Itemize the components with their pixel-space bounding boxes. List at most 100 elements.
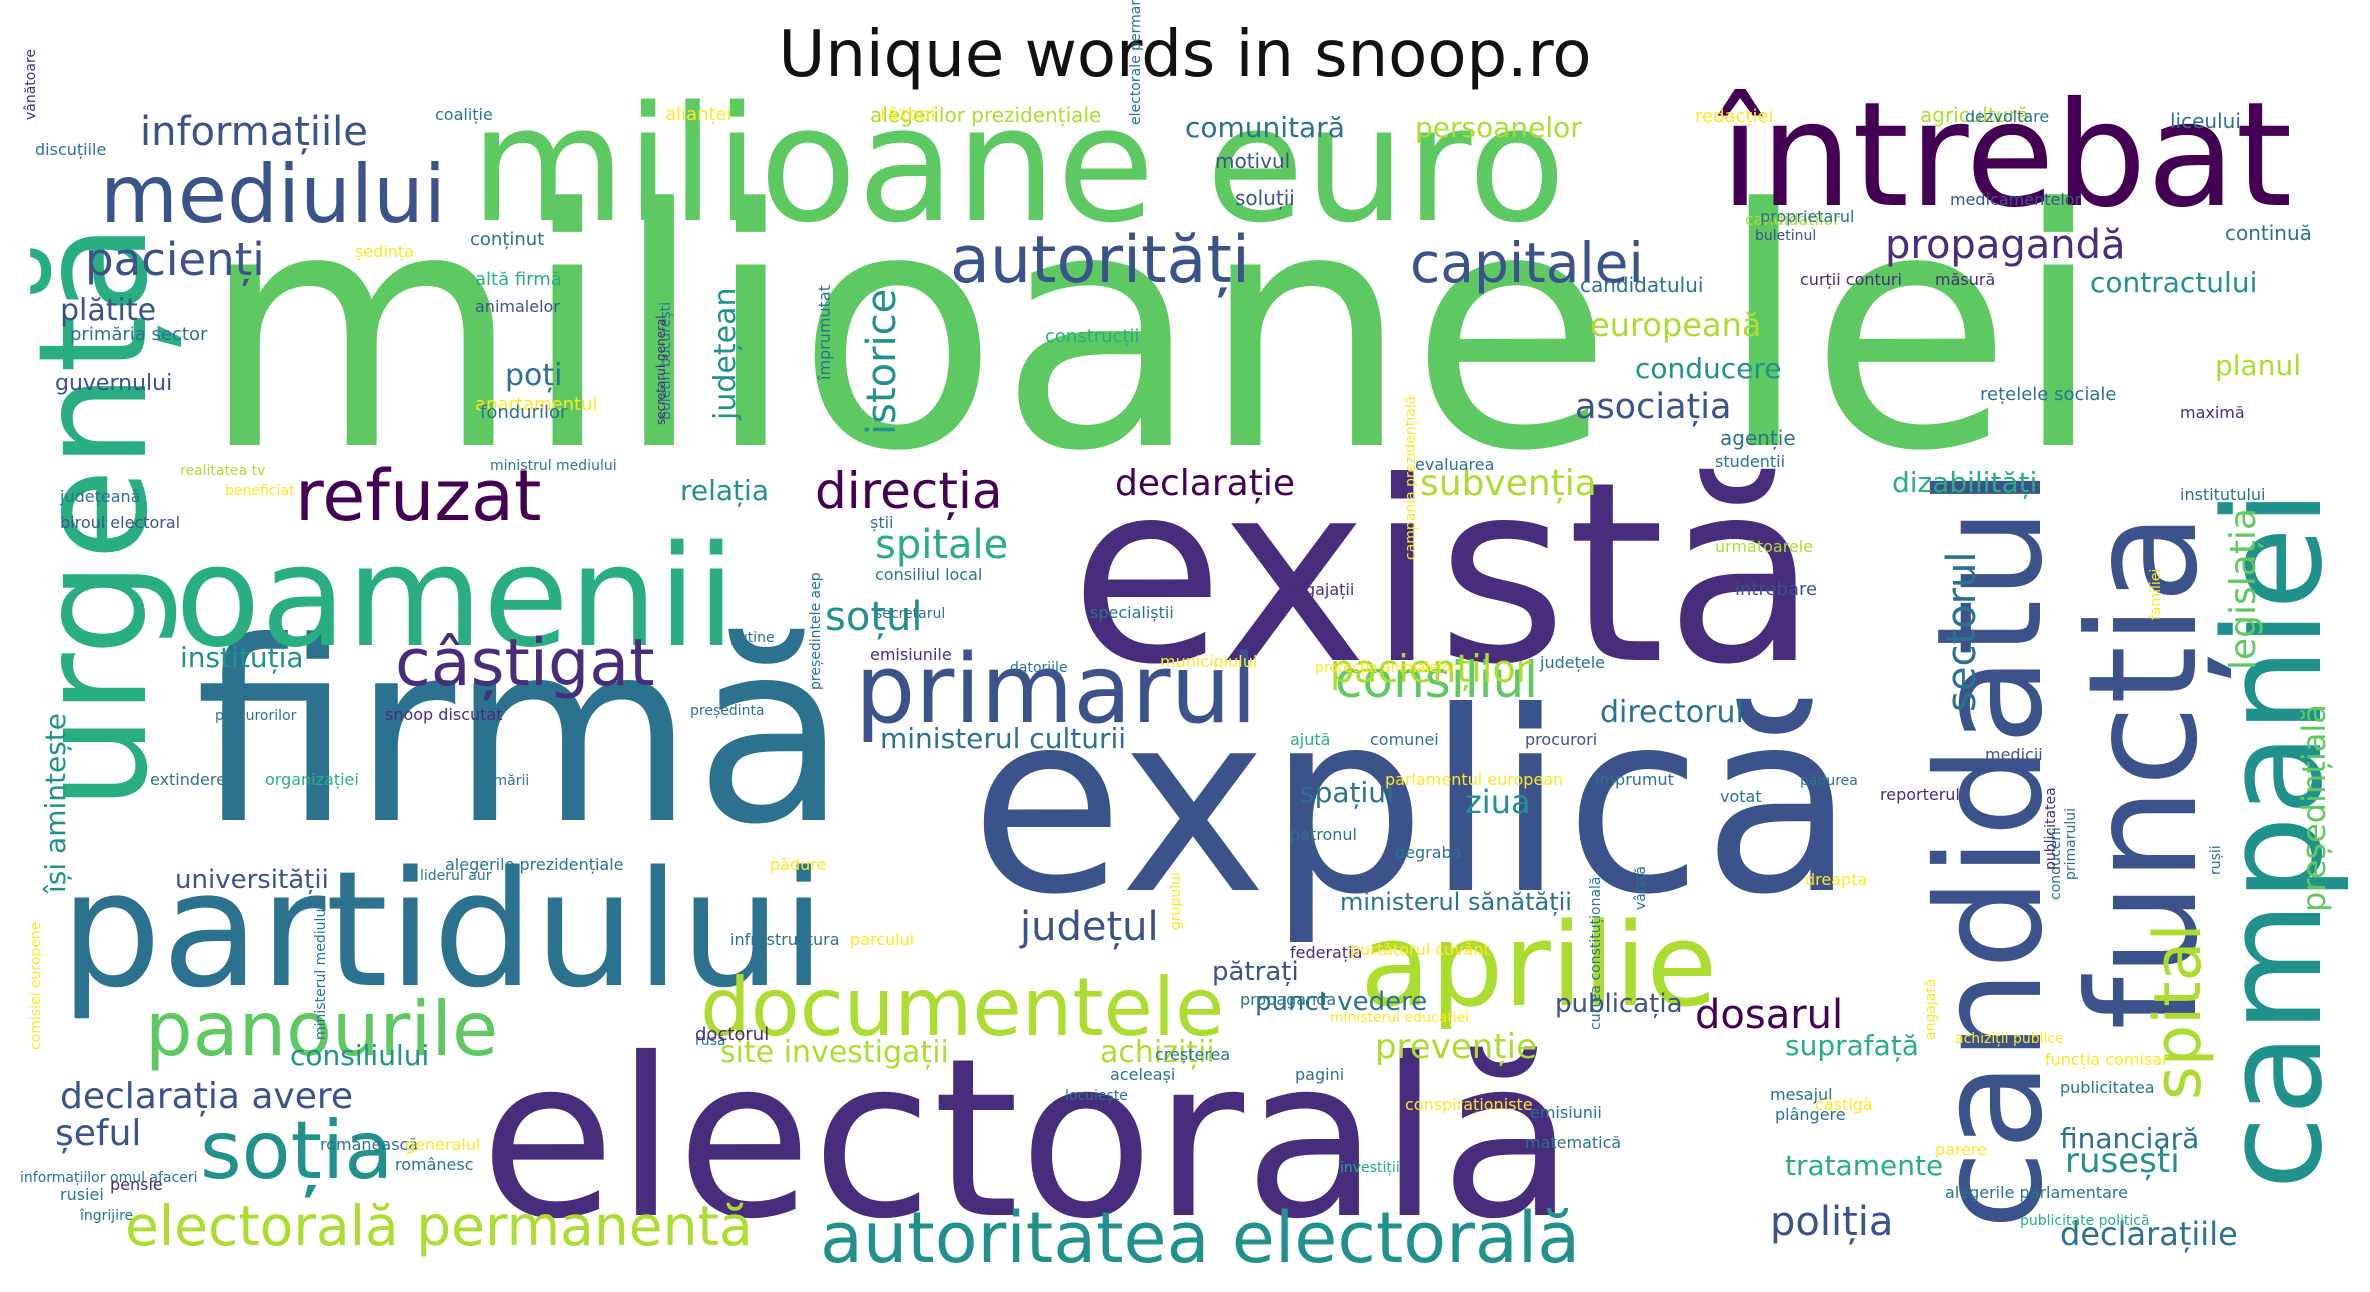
cloud-word: îngrijire	[79, 1208, 133, 1224]
cloud-word: candidatul	[1906, 467, 2075, 1230]
cloud-word: sectorul	[1939, 551, 1985, 712]
cloud-word: comisiei europene	[28, 922, 44, 1050]
cloud-word: investiții	[1340, 1160, 1400, 1176]
cloud-word: autorități	[950, 223, 1250, 298]
cloud-word: informațiilor	[20, 1170, 106, 1186]
cloud-word: conducerii	[2048, 827, 2064, 900]
cloud-word: medicii	[1985, 745, 2043, 764]
cloud-word: liceului	[2170, 109, 2241, 133]
cloud-word: ministerul culturii	[880, 722, 1126, 755]
cloud-word: alegerile prezidențiale	[445, 855, 624, 874]
cloud-word: locuiește	[1065, 1088, 1128, 1104]
cloud-word: extinderea	[150, 770, 236, 789]
cloud-word: emisiunii	[1530, 1103, 1602, 1122]
cloud-word: alianței	[665, 104, 732, 125]
cloud-word: primarul	[855, 635, 1257, 745]
cloud-word: procurori	[1525, 730, 1597, 749]
cloud-word: capitalei	[1410, 231, 1644, 295]
cloud-word: milioane lei	[200, 139, 2104, 523]
cloud-word: biroul electoral	[60, 513, 180, 532]
cloud-word: parlamentul european	[1385, 770, 1563, 789]
cloud-word: protecția animalelor	[1315, 660, 1457, 676]
cloud-word: conspiraționiste	[1405, 1095, 1533, 1114]
cloud-word: soluții	[1235, 186, 1295, 210]
cloud-word: primării	[475, 773, 529, 789]
cloud-word: votat	[1720, 787, 1762, 806]
cloud-word: tratamente	[1785, 1149, 1943, 1182]
cloud-word: puține	[730, 630, 775, 646]
cloud-word: primarului	[2063, 808, 2079, 880]
cloud-word: buletin bucurești	[658, 302, 674, 420]
cloud-word: campaniei	[2195, 489, 2352, 1190]
cloud-word: spitale	[875, 522, 1008, 568]
cloud-word: achiziții publice	[1955, 1031, 2064, 1047]
cloud-word: poliția	[1770, 1199, 1893, 1245]
cloud-word: autoritatea electorală	[820, 1197, 1580, 1279]
cloud-word: publicitatea	[2043, 787, 2059, 870]
cloud-word: dizabilități	[1892, 466, 2037, 499]
cloud-word: angajată	[1923, 979, 1939, 1040]
cloud-word: rușii	[2208, 845, 2224, 875]
cloud-word: matematică	[1525, 1133, 1621, 1152]
cloud-word: grupului	[1168, 872, 1184, 930]
cloud-word: ministerul sănătății	[1340, 888, 1572, 916]
cloud-word: fondurilor	[480, 402, 568, 423]
cloud-word: panourile	[145, 985, 498, 1073]
cloud-word: asociația	[1575, 387, 1731, 427]
cloud-word: construcții	[1045, 326, 1140, 347]
cloud-word: parcului	[850, 930, 914, 949]
cloud-word: agricultură	[1920, 103, 2029, 127]
cloud-word: publicația	[1555, 989, 1683, 1019]
cloud-word: guvernului	[55, 371, 172, 396]
cloud-word: liderul aur	[420, 868, 492, 884]
cloud-word: direcția	[815, 462, 1002, 520]
cloud-word: consiliului	[290, 1039, 429, 1072]
cloud-word: declarația avere	[60, 1076, 353, 1117]
cloud-word: ministerul mediului	[313, 905, 329, 1040]
cloud-word: purtătorul cuvânt	[1350, 940, 1490, 959]
cloud-word: emisiunile	[870, 645, 952, 664]
cloud-word: planul	[2215, 349, 2301, 382]
cloud-word: discuțiile	[35, 140, 106, 159]
cloud-word: știi	[870, 513, 894, 532]
cloud-word: agenție	[1720, 426, 1796, 450]
cloud-word: președinta	[690, 703, 765, 719]
cloud-word: câștigă	[1815, 1095, 1873, 1114]
cloud-word: președintele aep	[808, 572, 824, 690]
cloud-word: județean	[708, 288, 743, 421]
cloud-word: județele	[1539, 653, 1605, 672]
cloud-word: mediului	[100, 148, 446, 241]
cloud-word: primăria sector	[70, 324, 208, 345]
cloud-word: își amintește	[39, 713, 72, 894]
cloud-word: publicitate politică	[2020, 1213, 2150, 1229]
cloud-word: angajații	[1285, 580, 1354, 599]
cloud-word: partidului	[60, 836, 826, 1023]
cloud-word: război	[880, 104, 935, 125]
cloud-word: institutului	[2180, 485, 2266, 504]
cloud-word: dosarul	[1695, 992, 1843, 1038]
cloud-word: pagini	[1295, 1065, 1344, 1084]
cloud-word: declarațiile	[2060, 1215, 2238, 1253]
cloud-word: specialiștii	[1090, 603, 1174, 622]
cloud-word: există	[1070, 428, 1818, 719]
cloud-word: degrabă	[1395, 843, 1462, 862]
cloud-word: buletinul	[1755, 228, 1816, 244]
cloud-word: consiliul	[1335, 651, 1538, 709]
cloud-word: apartamentul	[475, 394, 597, 415]
cloud-word: spațiul	[1300, 776, 1394, 809]
cloud-word: contractului	[2090, 266, 2257, 299]
cloud-word: rusești	[2065, 1141, 2180, 1181]
cloud-word: măsură	[1935, 270, 1995, 289]
cloud-word: parere	[1935, 1140, 1987, 1159]
cloud-word: ziua	[1465, 783, 1531, 821]
cloud-word: federația	[1290, 943, 1362, 962]
cloud-word: propaganda	[1240, 990, 1336, 1009]
cloud-word: românească	[320, 1135, 418, 1154]
cloud-word: omul afaceri	[110, 1170, 197, 1186]
cloud-word: milioane euro	[470, 71, 1566, 258]
cloud-word: candidatului	[1580, 273, 1703, 297]
chart-title: Unique words in snoop.ro	[778, 18, 1592, 92]
cloud-word: redacției	[1695, 106, 1774, 127]
cloud-word: poți	[505, 358, 563, 393]
